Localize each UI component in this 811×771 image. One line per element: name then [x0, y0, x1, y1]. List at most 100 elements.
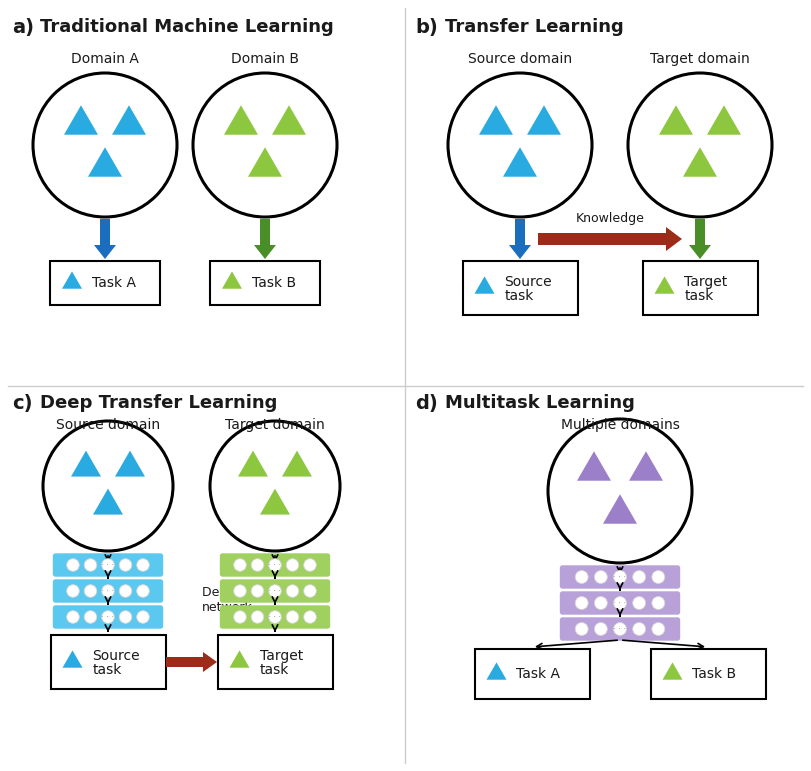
Polygon shape	[479, 106, 513, 135]
Text: Deep neural
network: Deep neural network	[201, 586, 278, 614]
Polygon shape	[62, 651, 83, 668]
Polygon shape	[112, 106, 146, 135]
Polygon shape	[64, 106, 98, 135]
Text: Task A: Task A	[92, 276, 136, 290]
Circle shape	[101, 611, 114, 623]
Polygon shape	[683, 147, 717, 177]
Text: Target domain: Target domain	[650, 52, 750, 66]
Circle shape	[251, 559, 264, 571]
Text: task: task	[92, 663, 122, 677]
FancyBboxPatch shape	[50, 261, 160, 305]
Text: · · ·: · · ·	[268, 561, 281, 570]
Text: Source: Source	[504, 275, 552, 289]
Text: task: task	[260, 663, 289, 677]
Polygon shape	[689, 245, 711, 259]
Polygon shape	[254, 245, 276, 259]
Circle shape	[137, 584, 149, 598]
Text: · · ·: · · ·	[613, 625, 627, 634]
Polygon shape	[503, 147, 537, 177]
Circle shape	[594, 622, 607, 635]
Text: Source domain: Source domain	[56, 418, 160, 432]
Polygon shape	[93, 489, 123, 514]
Circle shape	[303, 559, 316, 571]
Circle shape	[286, 584, 298, 598]
Polygon shape	[527, 106, 561, 135]
Text: Target domain: Target domain	[225, 418, 325, 432]
Circle shape	[575, 622, 588, 635]
Polygon shape	[203, 652, 217, 672]
Circle shape	[268, 559, 281, 571]
Polygon shape	[487, 662, 507, 680]
FancyBboxPatch shape	[560, 592, 680, 614]
FancyBboxPatch shape	[221, 554, 329, 576]
Text: Task B: Task B	[252, 276, 296, 290]
Circle shape	[67, 584, 79, 598]
Circle shape	[84, 611, 97, 623]
Circle shape	[652, 571, 665, 584]
Polygon shape	[629, 451, 663, 480]
Polygon shape	[474, 276, 495, 294]
FancyBboxPatch shape	[221, 606, 329, 628]
Polygon shape	[707, 106, 741, 135]
Circle shape	[268, 611, 281, 623]
Circle shape	[652, 622, 665, 635]
FancyBboxPatch shape	[221, 580, 329, 602]
Polygon shape	[663, 662, 683, 680]
Circle shape	[101, 559, 114, 571]
Circle shape	[119, 584, 132, 598]
Polygon shape	[62, 271, 82, 288]
Circle shape	[251, 584, 264, 598]
Circle shape	[613, 597, 626, 610]
Polygon shape	[230, 651, 250, 668]
Text: task: task	[504, 289, 534, 303]
Circle shape	[652, 597, 665, 610]
Circle shape	[633, 571, 646, 584]
Circle shape	[234, 611, 247, 623]
Polygon shape	[238, 450, 268, 476]
Circle shape	[286, 559, 298, 571]
Circle shape	[594, 597, 607, 610]
Text: Source: Source	[92, 649, 140, 663]
FancyBboxPatch shape	[560, 566, 680, 588]
Polygon shape	[509, 245, 531, 259]
Text: Task A: Task A	[517, 667, 560, 681]
Polygon shape	[88, 147, 122, 177]
FancyBboxPatch shape	[474, 649, 590, 699]
FancyBboxPatch shape	[260, 219, 270, 245]
Text: c): c)	[12, 394, 32, 413]
Circle shape	[613, 622, 626, 635]
Polygon shape	[260, 489, 290, 514]
Text: Task B: Task B	[693, 667, 736, 681]
Circle shape	[303, 611, 316, 623]
Text: · · ·: · · ·	[268, 612, 281, 621]
Circle shape	[633, 622, 646, 635]
Text: · · ·: · · ·	[101, 561, 114, 570]
Text: Transfer Learning: Transfer Learning	[445, 18, 624, 36]
Circle shape	[67, 611, 79, 623]
Text: Target: Target	[260, 649, 303, 663]
Text: b): b)	[415, 18, 438, 37]
FancyBboxPatch shape	[166, 657, 203, 667]
FancyBboxPatch shape	[54, 606, 162, 628]
Circle shape	[119, 611, 132, 623]
Polygon shape	[115, 450, 145, 476]
FancyBboxPatch shape	[538, 233, 666, 245]
Text: Source domain: Source domain	[468, 52, 572, 66]
FancyBboxPatch shape	[695, 219, 705, 245]
Circle shape	[594, 571, 607, 584]
Circle shape	[84, 559, 97, 571]
Polygon shape	[603, 494, 637, 524]
Text: Domain B: Domain B	[231, 52, 299, 66]
FancyBboxPatch shape	[462, 261, 577, 315]
FancyBboxPatch shape	[100, 219, 110, 245]
FancyBboxPatch shape	[515, 219, 525, 245]
Text: task: task	[684, 289, 714, 303]
Text: Multiple domains: Multiple domains	[560, 418, 680, 432]
Circle shape	[268, 584, 281, 598]
Text: a): a)	[12, 18, 34, 37]
Polygon shape	[94, 245, 116, 259]
Circle shape	[575, 571, 588, 584]
Text: Multitask Learning: Multitask Learning	[445, 394, 635, 412]
Circle shape	[101, 584, 114, 598]
Text: Traditional Machine Learning: Traditional Machine Learning	[40, 18, 334, 36]
